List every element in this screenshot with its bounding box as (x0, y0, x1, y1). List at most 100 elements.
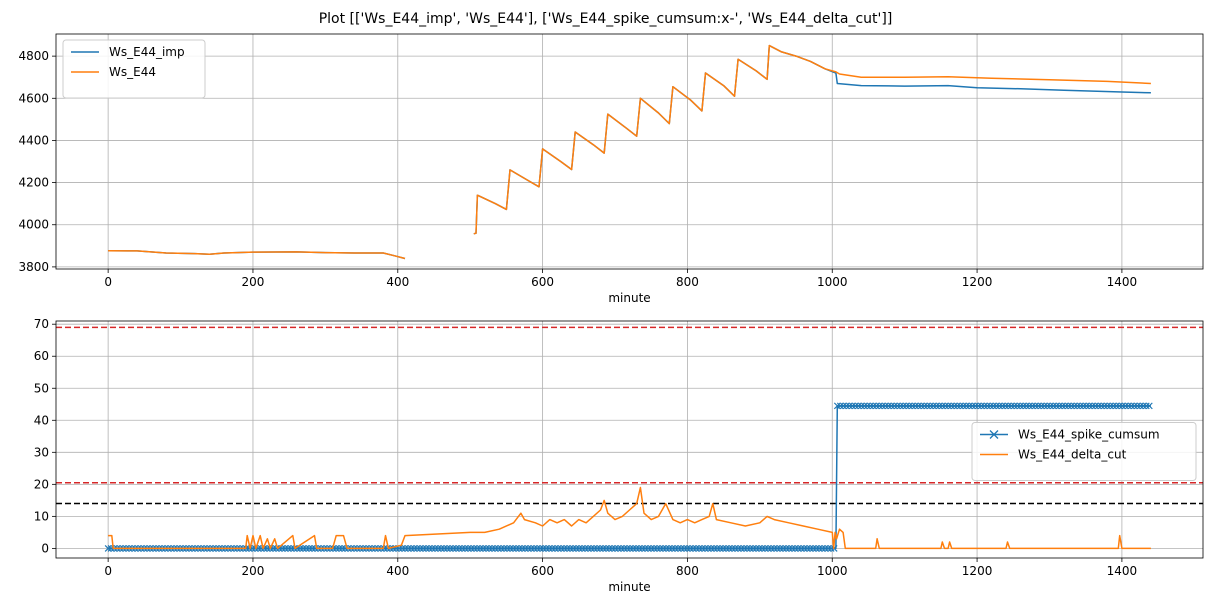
bottom-series-marker (776, 544, 784, 552)
bottom-series-marker (1001, 402, 1009, 410)
bottom-series-marker (890, 402, 898, 410)
bottom-series-marker (569, 544, 577, 552)
bottom-series-marker (971, 402, 979, 410)
bottom-series-marker (1109, 402, 1117, 410)
bottom-series-marker (1115, 402, 1123, 410)
bottom-series-marker (875, 402, 883, 410)
bottom-series-marker (578, 544, 586, 552)
bottom-series-marker (407, 544, 415, 552)
bottom-series-marker (641, 544, 649, 552)
bottom-series-marker (1118, 402, 1126, 410)
bottom-series-marker (1076, 402, 1084, 410)
bottom-series-marker (965, 402, 973, 410)
bottom-series-marker (479, 544, 487, 552)
bottom-series-marker (581, 544, 589, 552)
bottom-series-marker (668, 544, 676, 552)
bottom-series-marker (524, 544, 532, 552)
bottom-series-marker (1052, 402, 1060, 410)
bottom-series-marker (1028, 402, 1036, 410)
bottom-series-marker (989, 402, 997, 410)
bottom-series-marker (1034, 402, 1042, 410)
bottom-series-marker (608, 544, 616, 552)
bottom-threshold-lines (56, 326, 1203, 505)
bottom-series-marker (1088, 402, 1096, 410)
bottom-series-marker (812, 544, 820, 552)
bottom-series-marker (857, 402, 865, 410)
bottom-ytick-label: 50 (34, 381, 49, 395)
bottom-series-marker (923, 402, 931, 410)
bottom-series-marker (104, 544, 112, 552)
bottom-series-marker (1004, 402, 1012, 410)
bottom-series-marker (821, 544, 829, 552)
top-ytick-label: 4400 (18, 133, 49, 147)
bottom-series-marker (725, 544, 733, 552)
bottom-series-marker (1094, 402, 1102, 410)
bottom-series-marker (944, 402, 952, 410)
bottom-series-marker (938, 402, 946, 410)
bottom-series-marker (1016, 402, 1024, 410)
bottom-series-marker (1121, 402, 1129, 410)
bottom-series-marker (1130, 402, 1138, 410)
bottom-series-marker (584, 544, 592, 552)
top-xtick-label: 0 (104, 275, 112, 289)
bottom-series-marker (764, 544, 772, 552)
bottom-series-marker (425, 544, 433, 552)
top-ytick-label: 4200 (18, 176, 49, 190)
bottom-series-marker (458, 544, 466, 552)
bottom-series-marker (872, 402, 880, 410)
bottom-series-marker (743, 544, 751, 552)
bottom-series-marker (638, 544, 646, 552)
bottom-series-marker (779, 544, 787, 552)
bottom-series-marker (788, 544, 796, 552)
bottom-series-marker (791, 544, 799, 552)
bottom-series-marker (614, 544, 622, 552)
bottom-axes-frame (55, 320, 1204, 559)
bottom-series-marker (911, 402, 919, 410)
bottom-series-marker (863, 402, 871, 410)
top-legend-box (62, 39, 206, 99)
bottom-series-marker (935, 402, 943, 410)
bottom-series-marker (893, 402, 901, 410)
bottom-series-marker (1100, 402, 1108, 410)
top-legend-label: Ws_E44_imp (109, 45, 185, 59)
bottom-xtick-label: 1400 (1107, 564, 1138, 578)
bottom-series-marker (656, 544, 664, 552)
bottom-series-marker (509, 544, 517, 552)
bottom-series-marker (929, 402, 937, 410)
top-ytick-label: 4800 (18, 49, 49, 63)
top-ytick-label: 4600 (18, 91, 49, 105)
bottom-series-marker (770, 544, 778, 552)
bottom-series-marker (1142, 402, 1150, 410)
bottom-series-marker (593, 544, 601, 552)
bottom-series-marker (1145, 402, 1153, 410)
top-xtick-label: 200 (242, 275, 265, 289)
bottom-series-marker (692, 544, 700, 552)
bottom-series-marker (1070, 402, 1078, 410)
top-ytick-label: 4000 (18, 218, 49, 232)
bottom-series-marker (818, 544, 826, 552)
bottom-series-marker (785, 544, 793, 552)
bottom-series-marker (620, 544, 628, 552)
bottom-series-marker (1019, 402, 1027, 410)
bottom-series-marker (851, 402, 859, 410)
bottom-series-marker (845, 402, 853, 410)
bottom-series-marker (539, 544, 547, 552)
bottom-series-marker (308, 544, 316, 552)
bottom-series-marker (401, 544, 409, 552)
bottom-series-marker (806, 544, 814, 552)
bottom-series-marker (674, 544, 682, 552)
bottom-series-marker (302, 544, 310, 552)
bottom-series-marker (476, 544, 484, 552)
bottom-series-marker (1136, 402, 1144, 410)
bottom-series-marker (749, 544, 757, 552)
bottom-series-marker (704, 544, 712, 552)
bottom-series-marker (503, 544, 511, 552)
bottom-series-marker (800, 544, 808, 552)
bottom-series-marker (554, 544, 562, 552)
bottom-series-marker (1061, 402, 1069, 410)
bottom-series-marker (1097, 402, 1105, 410)
bottom-series-marker (1013, 402, 1021, 410)
bottom-series-marker (959, 402, 967, 410)
bottom-series-marker (542, 544, 550, 552)
